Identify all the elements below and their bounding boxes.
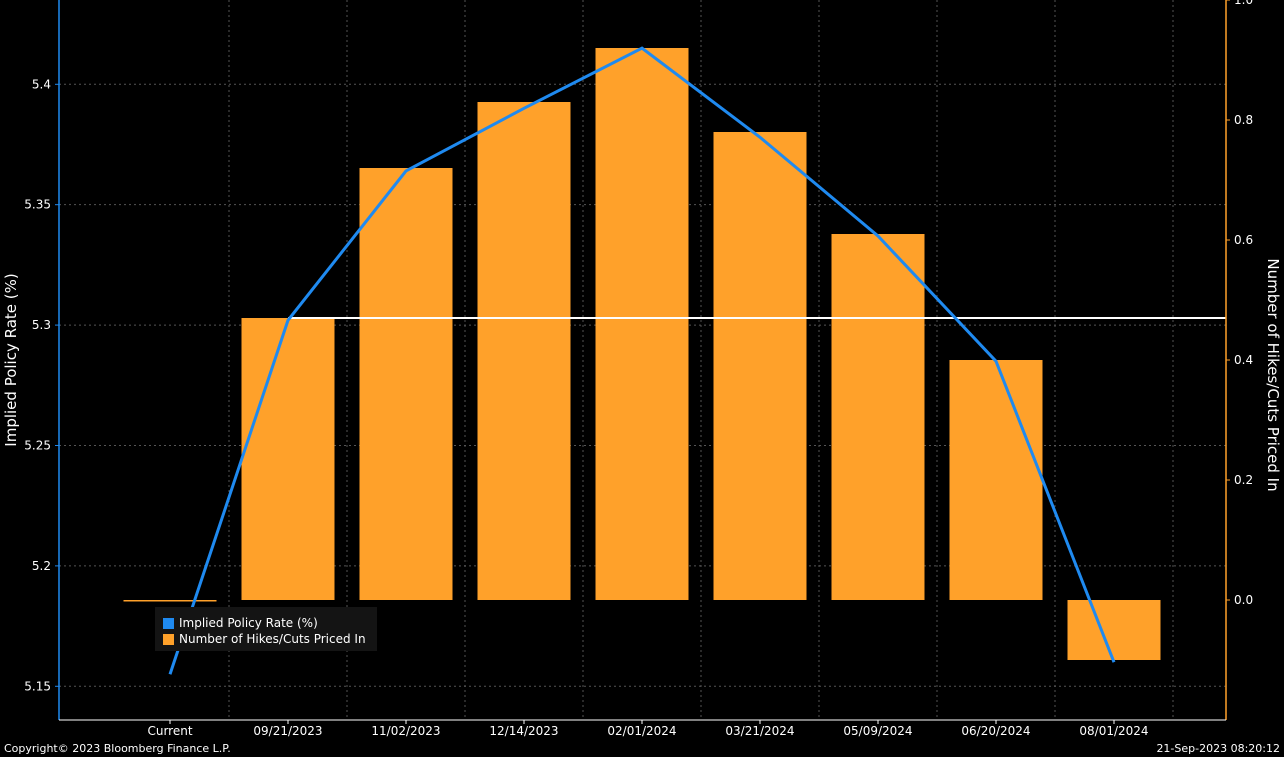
y-tick-label-right: 0.4: [1234, 353, 1253, 367]
legend-item-hikes: Number of Hikes/Cuts Priced In: [163, 631, 377, 647]
bar-03-21-2024: [713, 132, 807, 600]
legend: Implied Policy Rate (%) Number of Hikes/…: [155, 607, 377, 651]
y-tick-label-left: 5.2: [32, 559, 51, 573]
x-tick-label: 05/09/2024: [843, 724, 912, 738]
x-tick-label: 02/01/2024: [607, 724, 676, 738]
legend-item-rate: Implied Policy Rate (%): [163, 615, 377, 631]
grid-lines: [59, 0, 1226, 720]
tick-labels: 5.15 5.2 5.25 5.3 5.35 5.4 0.0 0.2 0.4 0.6 0.8 1.0 C…: [24, 0, 1253, 738]
legend-label-rate: Implied Policy Rate (%): [179, 616, 318, 630]
y-tick-label-left: 5.35: [24, 198, 51, 212]
x-tick-label: 06/20/2024: [961, 724, 1030, 738]
y-tick-label-left: 5.25: [24, 438, 51, 452]
legend-swatch-hikes: [163, 633, 174, 645]
bar-12-14-2023: [477, 102, 571, 600]
bar-02-01-2024: [595, 48, 689, 600]
y-tick-label-left: 5.4: [32, 77, 51, 91]
y-axis-title-left: Implied Policy Rate (%): [2, 273, 20, 446]
y-tick-label-right: 0.0: [1234, 593, 1253, 607]
copyright-text: Copyright© 2023 Bloomberg Finance L.P.: [4, 742, 231, 755]
bar-09-21-2023: [241, 318, 335, 600]
bar-current: [123, 600, 217, 602]
x-tick-label: 11/02/2023: [371, 724, 440, 738]
y-tick-label-left: 5.15: [24, 679, 51, 693]
legend-swatch-rate: [163, 617, 174, 629]
bar-series: [123, 48, 1161, 660]
x-tick-label: Current: [147, 724, 192, 738]
x-tick-label: 09/21/2023: [253, 724, 322, 738]
y-axis-title-right: Number of Hikes/Cuts Priced In: [1264, 258, 1282, 491]
x-tick-label: 08/01/2024: [1079, 724, 1148, 738]
y-tick-label-right: 0.6: [1234, 233, 1253, 247]
implied-rate-line: [168, 46, 1116, 675]
y-tick-label-right: 0.8: [1234, 113, 1253, 127]
x-tick-label: 12/14/2023: [489, 724, 558, 738]
legend-label-hikes: Number of Hikes/Cuts Priced In: [179, 632, 366, 646]
y-tick-label-right: 1.0: [1234, 0, 1253, 7]
bar-08-01-2024: [1067, 600, 1161, 660]
bar-11-02-2023: [359, 168, 453, 600]
timestamp-text: 21-Sep-2023 08:20:12: [1156, 742, 1280, 755]
y-tick-label-right: 0.2: [1234, 473, 1253, 487]
y-tick-label-left: 5.3: [32, 318, 51, 332]
bar-06-20-2024: [949, 360, 1043, 600]
x-tick-label: 03/21/2024: [725, 724, 794, 738]
bar-05-09-2024: [831, 234, 925, 600]
